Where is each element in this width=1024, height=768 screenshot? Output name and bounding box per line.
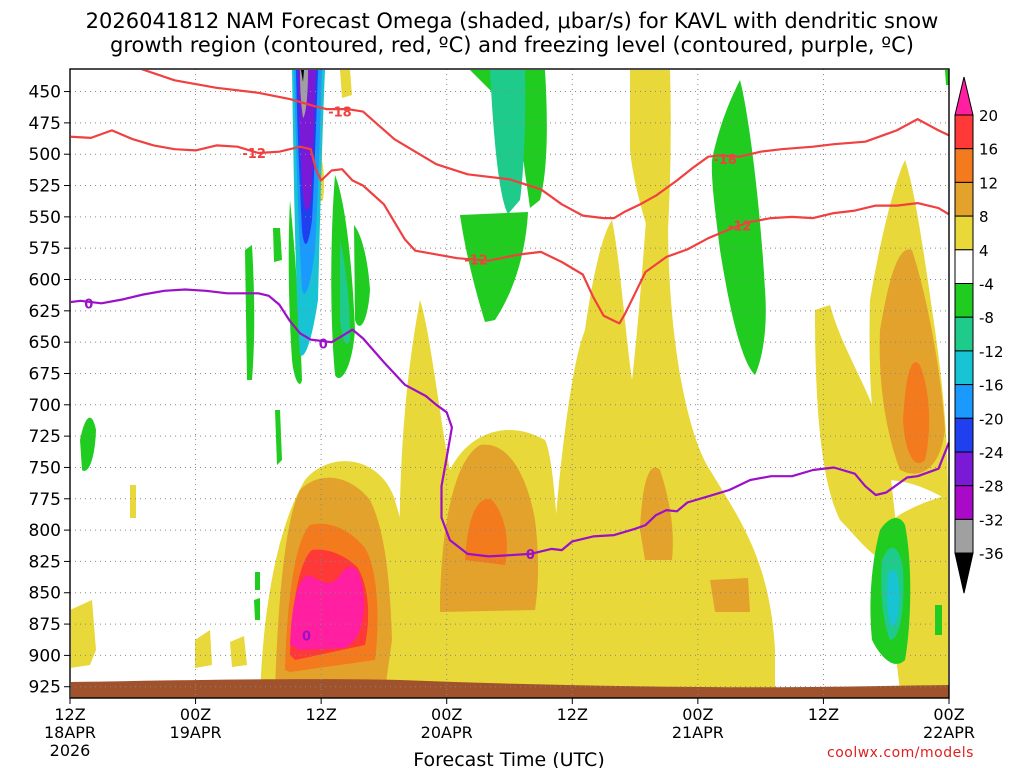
colorbar-swatch bbox=[954, 451, 974, 487]
contour-label: 0 bbox=[84, 297, 93, 312]
plot-frame bbox=[69, 68, 950, 699]
omega-colorbar: 20 16 12 8 4 -4 -8 -12 -16 -20 -24 -28 -32 -36 bbox=[954, 76, 1004, 594]
y-tick-label: 475 bbox=[29, 114, 61, 134]
y-tick-label: 725 bbox=[29, 427, 61, 447]
y-tick-label: 850 bbox=[29, 584, 61, 604]
x-tick-label: 00Z bbox=[682, 705, 713, 724]
x-tick-label: 12Z bbox=[808, 705, 839, 724]
colorbar-arrow-top bbox=[954, 76, 974, 116]
y-tick-label: 675 bbox=[29, 364, 61, 384]
source-credit: coolwx.com/models bbox=[827, 745, 974, 761]
contour-labels: -18 -18 -12 -12 -12 0 0 0 0 bbox=[84, 106, 752, 645]
y-tick-label: 750 bbox=[29, 458, 61, 478]
colorbar-swatch bbox=[954, 350, 974, 386]
y-tick-label: 800 bbox=[29, 521, 61, 541]
x-tick-label: 00Z bbox=[180, 705, 211, 724]
colorbar-swatch bbox=[954, 215, 974, 251]
x-tick-label: 20APR bbox=[421, 723, 473, 742]
colorbar-swatch bbox=[954, 316, 974, 352]
colorbar-label: -16 bbox=[979, 377, 1004, 395]
x-tick-label: 12Z bbox=[54, 705, 85, 724]
colorbar-label: -12 bbox=[979, 343, 1004, 361]
y-tick-label: 650 bbox=[29, 333, 61, 353]
contour-line--18 bbox=[140, 70, 949, 220]
y-tick-label: 450 bbox=[29, 83, 61, 103]
x-tick-label: 12Z bbox=[305, 705, 336, 724]
pressure-axis: 450 475 500 525 550 575 600 625 650 675 700 725 750 7… bbox=[29, 83, 70, 698]
colorbar-swatch bbox=[954, 283, 974, 318]
colorbar-label: -24 bbox=[979, 444, 1004, 462]
y-tick-label: 575 bbox=[29, 239, 61, 259]
x-tick-label: 21APR bbox=[672, 723, 724, 742]
contour-label: 0 bbox=[302, 629, 311, 644]
colorbar-swatch bbox=[954, 249, 974, 285]
colorbar-label: 4 bbox=[979, 242, 989, 260]
y-tick-label: 825 bbox=[29, 552, 61, 572]
colorbar-label: -8 bbox=[979, 309, 994, 327]
y-tick-label: 900 bbox=[29, 646, 61, 666]
y-tick-label: 775 bbox=[29, 490, 61, 510]
colorbar-label: -36 bbox=[979, 545, 1004, 563]
contour-line-0 bbox=[71, 288, 949, 558]
contour-label: 0 bbox=[319, 337, 328, 352]
colorbar-swatch bbox=[954, 417, 974, 453]
colorbar-label: 16 bbox=[979, 141, 998, 159]
chart-title-line1: 2026041812 NAM Forecast Omega (shaded, μ… bbox=[85, 9, 939, 33]
colorbar-label: -20 bbox=[979, 410, 1004, 428]
y-tick-label: 525 bbox=[29, 177, 61, 197]
colorbar-label: 20 bbox=[979, 107, 998, 125]
colorbar-swatch bbox=[954, 384, 974, 419]
contour-label: -12 bbox=[728, 220, 752, 235]
y-tick-label: 500 bbox=[29, 145, 61, 165]
y-tick-label: 625 bbox=[29, 302, 61, 322]
colorbar-label: -4 bbox=[979, 276, 994, 294]
colorbar-swatch bbox=[954, 114, 974, 150]
y-tick-label: 925 bbox=[29, 678, 61, 698]
x-tick-label: 18APR bbox=[44, 723, 96, 742]
y-tick-label: 700 bbox=[29, 396, 61, 416]
x-axis-label: Forecast Time (UTC) bbox=[413, 749, 604, 768]
contour-line--12 bbox=[71, 129, 949, 325]
x-tick-label: 00Z bbox=[933, 705, 964, 724]
omega-shaded-fields bbox=[71, 70, 949, 698]
terrain-fill bbox=[71, 679, 949, 698]
contour-label: -18 bbox=[713, 153, 737, 168]
contour-label: -18 bbox=[328, 106, 352, 121]
colorbar-arrow-bottom bbox=[954, 552, 974, 594]
x-tick-label: 19APR bbox=[170, 723, 222, 742]
colorbar-swatch bbox=[954, 485, 974, 520]
temperature-contours bbox=[71, 70, 949, 558]
colorbar-swatch bbox=[954, 518, 974, 554]
colorbar-label: 12 bbox=[979, 174, 998, 192]
contour-label: -12 bbox=[242, 147, 266, 162]
x-tick-label: 22APR bbox=[923, 723, 975, 742]
contour-label: 0 bbox=[526, 548, 535, 563]
colorbar-label: 8 bbox=[979, 208, 989, 226]
x-tick-label: 12Z bbox=[557, 705, 588, 724]
y-tick-label: 875 bbox=[29, 615, 61, 635]
x-tick-label: 2026 bbox=[50, 741, 91, 760]
y-tick-label: 600 bbox=[29, 271, 61, 291]
colorbar-label: -28 bbox=[979, 478, 1004, 496]
x-tick-label: 00Z bbox=[431, 705, 462, 724]
colorbar-label: -32 bbox=[979, 511, 1004, 529]
chart-title-line2: growth region (contoured, red, ºC) and f… bbox=[110, 33, 914, 57]
colorbar-swatch bbox=[954, 148, 974, 183]
contour-label: -12 bbox=[464, 253, 488, 268]
colorbar-swatch bbox=[954, 181, 974, 217]
y-tick-label: 550 bbox=[29, 208, 61, 228]
